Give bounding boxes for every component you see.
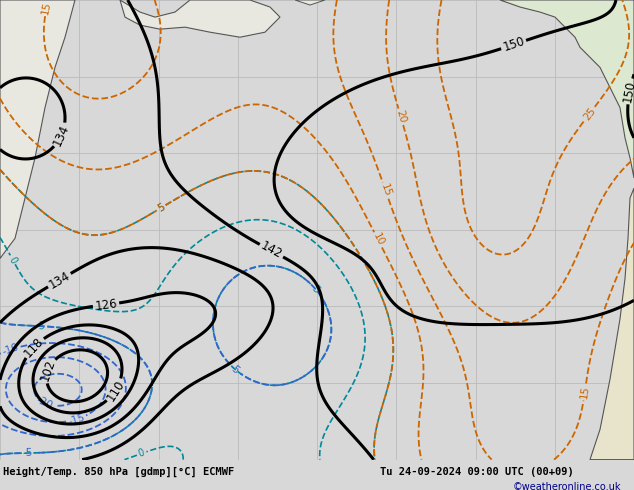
Text: 102: 102 <box>38 358 58 383</box>
Text: -5: -5 <box>22 448 33 458</box>
Text: 150: 150 <box>621 79 634 103</box>
Polygon shape <box>295 0 325 5</box>
Text: 0: 0 <box>137 448 146 459</box>
Text: Height/Temp. 850 hPa [gdmp][°C] ECMWF: Height/Temp. 850 hPa [gdmp][°C] ECMWF <box>3 466 234 477</box>
Text: 134: 134 <box>46 269 72 292</box>
Text: 10: 10 <box>371 232 385 248</box>
Polygon shape <box>590 188 634 460</box>
Text: -15: -15 <box>67 412 86 427</box>
Text: 25: 25 <box>581 105 597 122</box>
Text: 5: 5 <box>156 202 166 214</box>
Polygon shape <box>500 0 634 178</box>
Text: -5: -5 <box>308 282 322 296</box>
Text: 110: 110 <box>104 377 127 403</box>
Text: 15: 15 <box>41 0 53 15</box>
Text: 126: 126 <box>94 297 118 313</box>
Polygon shape <box>120 0 280 37</box>
Text: 15: 15 <box>579 385 591 399</box>
Text: 118: 118 <box>22 335 46 360</box>
Text: 20: 20 <box>394 109 408 124</box>
Text: Tu 24-09-2024 09:00 UTC (00+09): Tu 24-09-2024 09:00 UTC (00+09) <box>380 467 574 477</box>
Text: 150: 150 <box>501 35 526 54</box>
Text: 0: 0 <box>7 255 18 265</box>
Text: 15: 15 <box>378 183 392 198</box>
Text: ©weatheronline.co.uk: ©weatheronline.co.uk <box>513 482 621 490</box>
Text: 134: 134 <box>51 122 72 148</box>
Text: -5: -5 <box>228 362 242 376</box>
Text: 5: 5 <box>156 202 167 214</box>
Text: -5: -5 <box>35 321 46 331</box>
Text: -20: -20 <box>35 395 55 411</box>
Text: 142: 142 <box>259 240 285 262</box>
Polygon shape <box>0 0 75 258</box>
Text: -10: -10 <box>1 342 20 357</box>
